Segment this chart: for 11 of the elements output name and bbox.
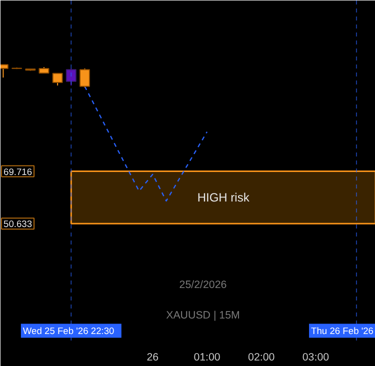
y-tick-label: 69.716 [4,166,32,177]
x-tick-label: 01:00 [194,352,220,364]
x-tick-label: 02:00 [248,352,275,364]
ref-line-label: Thu 26 Feb '26 [311,326,374,336]
ref-line-label: Wed 25 Feb '26 22:30 [22,326,114,336]
y-tick-label: 50.633 [4,219,32,230]
x-tick-label: 03:00 [302,352,330,364]
band-label: HIGH risk [197,190,250,204]
annotation: XAUUSD | 15M [166,309,240,322]
annotation: 25/2/2026 [179,279,227,292]
x-tick-label: 26 [146,352,159,364]
